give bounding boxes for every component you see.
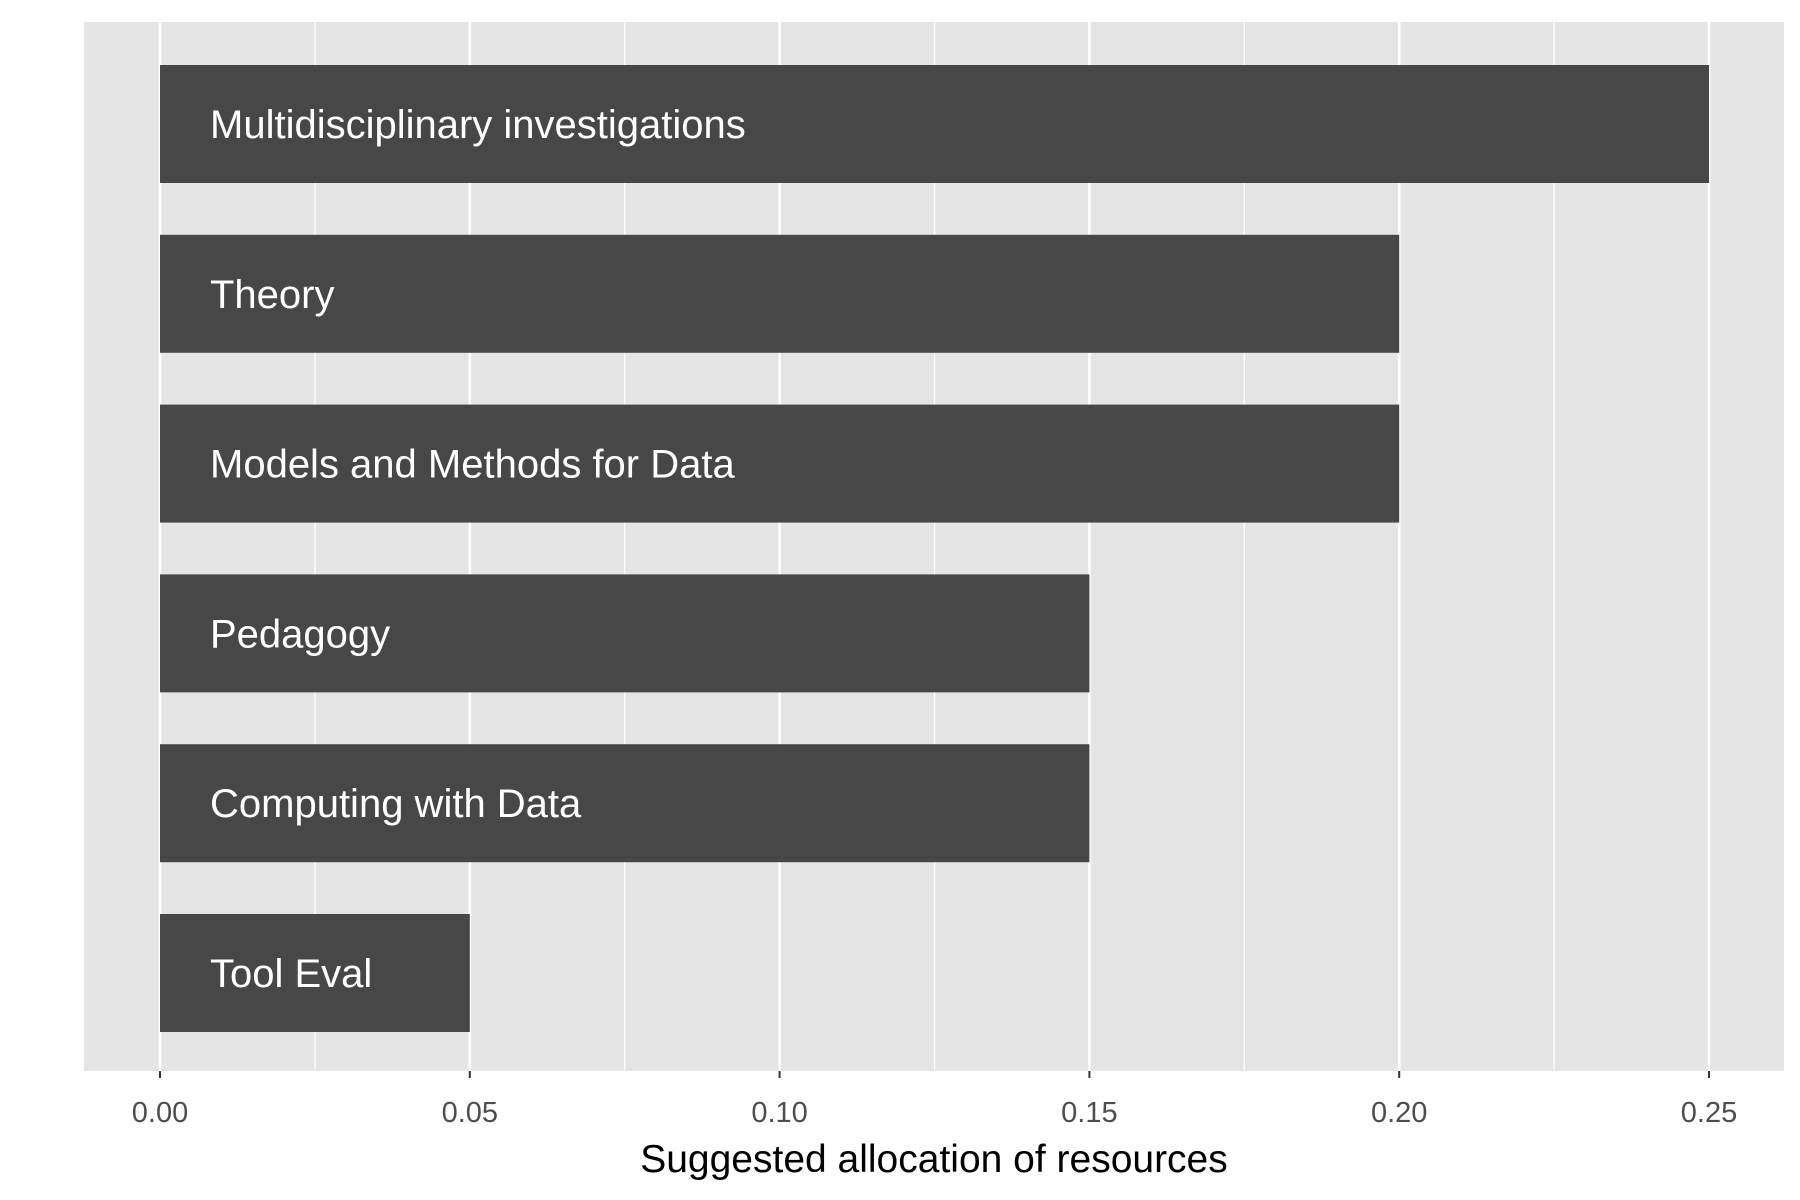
x-tick-label: 0.15 <box>1061 1097 1117 1129</box>
bar-tool-eval <box>160 914 470 1032</box>
bar-label: Multidisciplinary investigations <box>210 103 746 147</box>
grid-lines <box>158 22 1711 1071</box>
bar-pedagogy <box>160 574 1090 693</box>
x-tick-label: 0.05 <box>442 1097 498 1129</box>
bar-models-and-methods-for-data <box>160 404 1400 523</box>
x-axis-ticks: 0.00 0.05 0.10 0.15 0.20 0.25 <box>132 1071 1737 1129</box>
x-tick-label: 0.25 <box>1681 1097 1737 1129</box>
bar-multidisciplinary-investigations <box>160 65 1709 183</box>
bar-labels: Multidisciplinary investigations Theory Mo… <box>210 103 746 996</box>
x-tick-label: 0.00 <box>132 1097 188 1129</box>
bar-label: Computing with Data <box>210 782 582 826</box>
x-tick-label: 0.20 <box>1371 1097 1427 1129</box>
bar-label: Tool Eval <box>210 952 372 996</box>
x-tick-label: 0.10 <box>751 1097 807 1129</box>
bar-label: Pedagogy <box>210 612 390 656</box>
bar-label: Theory <box>210 273 335 317</box>
x-axis-title: Suggested allocation of resources <box>640 1138 1228 1181</box>
bar-computing-with-data <box>160 744 1090 863</box>
bar-label: Models and Methods for Data <box>210 443 735 487</box>
bars <box>160 65 1709 1032</box>
bar-theory <box>160 234 1400 353</box>
